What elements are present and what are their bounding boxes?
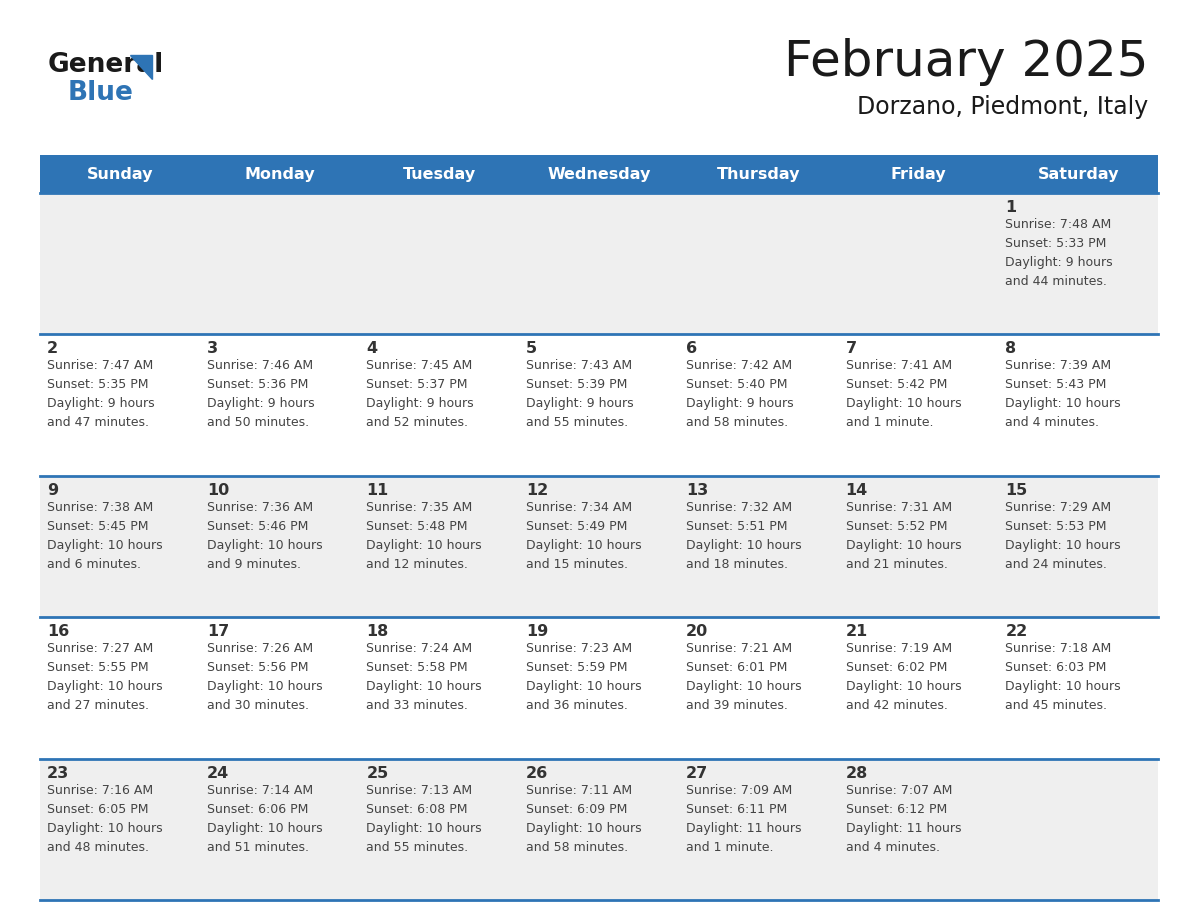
Text: Blue: Blue: [68, 80, 134, 106]
Text: Dorzano, Piedmont, Italy: Dorzano, Piedmont, Italy: [857, 95, 1148, 119]
Bar: [40, 193, 1158, 334]
Polygon shape: [129, 55, 152, 79]
Text: 14: 14: [846, 483, 867, 498]
Text: 15: 15: [1005, 483, 1028, 498]
Text: Sunrise: 7:14 AM
Sunset: 6:06 PM
Daylight: 10 hours
and 51 minutes.: Sunrise: 7:14 AM Sunset: 6:06 PM Dayligh…: [207, 784, 322, 854]
Text: 1: 1: [1005, 200, 1017, 215]
Text: 20: 20: [685, 624, 708, 639]
Text: 13: 13: [685, 483, 708, 498]
Text: 27: 27: [685, 766, 708, 780]
Text: 12: 12: [526, 483, 549, 498]
Text: 24: 24: [207, 766, 229, 780]
Text: February 2025: February 2025: [784, 38, 1148, 86]
Text: Sunrise: 7:41 AM
Sunset: 5:42 PM
Daylight: 10 hours
and 1 minute.: Sunrise: 7:41 AM Sunset: 5:42 PM Dayligh…: [846, 360, 961, 430]
Text: Sunrise: 7:26 AM
Sunset: 5:56 PM
Daylight: 10 hours
and 30 minutes.: Sunrise: 7:26 AM Sunset: 5:56 PM Dayligh…: [207, 643, 322, 712]
Text: Sunday: Sunday: [87, 166, 153, 182]
Text: 28: 28: [846, 766, 867, 780]
Text: General: General: [48, 52, 164, 78]
Text: Saturday: Saturday: [1037, 166, 1119, 182]
Text: 22: 22: [1005, 624, 1028, 639]
Text: Sunrise: 7:27 AM
Sunset: 5:55 PM
Daylight: 10 hours
and 27 minutes.: Sunrise: 7:27 AM Sunset: 5:55 PM Dayligh…: [48, 643, 163, 712]
Bar: [839, 155, 998, 193]
Text: Tuesday: Tuesday: [403, 166, 476, 182]
Text: 25: 25: [366, 766, 388, 780]
Text: 21: 21: [846, 624, 867, 639]
Text: Sunrise: 7:21 AM
Sunset: 6:01 PM
Daylight: 10 hours
and 39 minutes.: Sunrise: 7:21 AM Sunset: 6:01 PM Dayligh…: [685, 643, 802, 712]
Bar: [40, 476, 1158, 617]
Text: 5: 5: [526, 341, 537, 356]
Text: Sunrise: 7:11 AM
Sunset: 6:09 PM
Daylight: 10 hours
and 58 minutes.: Sunrise: 7:11 AM Sunset: 6:09 PM Dayligh…: [526, 784, 642, 854]
Text: Sunrise: 7:09 AM
Sunset: 6:11 PM
Daylight: 11 hours
and 1 minute.: Sunrise: 7:09 AM Sunset: 6:11 PM Dayligh…: [685, 784, 802, 854]
Text: Sunrise: 7:39 AM
Sunset: 5:43 PM
Daylight: 10 hours
and 4 minutes.: Sunrise: 7:39 AM Sunset: 5:43 PM Dayligh…: [1005, 360, 1121, 430]
Text: 26: 26: [526, 766, 549, 780]
Bar: [200, 155, 360, 193]
Bar: [678, 155, 839, 193]
Text: 9: 9: [48, 483, 58, 498]
Text: 6: 6: [685, 341, 697, 356]
Text: 11: 11: [366, 483, 388, 498]
Text: Friday: Friday: [891, 166, 946, 182]
Text: 4: 4: [366, 341, 378, 356]
Text: Sunrise: 7:48 AM
Sunset: 5:33 PM
Daylight: 9 hours
and 44 minutes.: Sunrise: 7:48 AM Sunset: 5:33 PM Dayligh…: [1005, 218, 1113, 288]
Text: 17: 17: [207, 624, 229, 639]
Text: 23: 23: [48, 766, 69, 780]
Text: Sunrise: 7:23 AM
Sunset: 5:59 PM
Daylight: 10 hours
and 36 minutes.: Sunrise: 7:23 AM Sunset: 5:59 PM Dayligh…: [526, 643, 642, 712]
Bar: [40, 758, 1158, 900]
Text: Sunrise: 7:46 AM
Sunset: 5:36 PM
Daylight: 9 hours
and 50 minutes.: Sunrise: 7:46 AM Sunset: 5:36 PM Dayligh…: [207, 360, 315, 430]
Bar: [40, 155, 200, 193]
Text: Sunrise: 7:42 AM
Sunset: 5:40 PM
Daylight: 9 hours
and 58 minutes.: Sunrise: 7:42 AM Sunset: 5:40 PM Dayligh…: [685, 360, 794, 430]
Text: Monday: Monday: [245, 166, 315, 182]
Text: 18: 18: [366, 624, 388, 639]
Text: Sunrise: 7:47 AM
Sunset: 5:35 PM
Daylight: 9 hours
and 47 minutes.: Sunrise: 7:47 AM Sunset: 5:35 PM Dayligh…: [48, 360, 154, 430]
Text: Sunrise: 7:13 AM
Sunset: 6:08 PM
Daylight: 10 hours
and 55 minutes.: Sunrise: 7:13 AM Sunset: 6:08 PM Dayligh…: [366, 784, 482, 854]
Text: Sunrise: 7:19 AM
Sunset: 6:02 PM
Daylight: 10 hours
and 42 minutes.: Sunrise: 7:19 AM Sunset: 6:02 PM Dayligh…: [846, 643, 961, 712]
Text: 19: 19: [526, 624, 549, 639]
Text: Sunrise: 7:29 AM
Sunset: 5:53 PM
Daylight: 10 hours
and 24 minutes.: Sunrise: 7:29 AM Sunset: 5:53 PM Dayligh…: [1005, 501, 1121, 571]
Bar: [519, 155, 678, 193]
Bar: [40, 334, 1158, 476]
Text: 16: 16: [48, 624, 69, 639]
Text: Wednesday: Wednesday: [548, 166, 651, 182]
Text: Sunrise: 7:35 AM
Sunset: 5:48 PM
Daylight: 10 hours
and 12 minutes.: Sunrise: 7:35 AM Sunset: 5:48 PM Dayligh…: [366, 501, 482, 571]
Text: Sunrise: 7:18 AM
Sunset: 6:03 PM
Daylight: 10 hours
and 45 minutes.: Sunrise: 7:18 AM Sunset: 6:03 PM Dayligh…: [1005, 643, 1121, 712]
Text: Sunrise: 7:32 AM
Sunset: 5:51 PM
Daylight: 10 hours
and 18 minutes.: Sunrise: 7:32 AM Sunset: 5:51 PM Dayligh…: [685, 501, 802, 571]
Text: Sunrise: 7:45 AM
Sunset: 5:37 PM
Daylight: 9 hours
and 52 minutes.: Sunrise: 7:45 AM Sunset: 5:37 PM Dayligh…: [366, 360, 474, 430]
Bar: [40, 617, 1158, 758]
Text: 7: 7: [846, 341, 857, 356]
Text: Sunrise: 7:31 AM
Sunset: 5:52 PM
Daylight: 10 hours
and 21 minutes.: Sunrise: 7:31 AM Sunset: 5:52 PM Dayligh…: [846, 501, 961, 571]
Text: 3: 3: [207, 341, 217, 356]
Text: Sunrise: 7:24 AM
Sunset: 5:58 PM
Daylight: 10 hours
and 33 minutes.: Sunrise: 7:24 AM Sunset: 5:58 PM Dayligh…: [366, 643, 482, 712]
Text: Sunrise: 7:07 AM
Sunset: 6:12 PM
Daylight: 11 hours
and 4 minutes.: Sunrise: 7:07 AM Sunset: 6:12 PM Dayligh…: [846, 784, 961, 854]
Bar: [360, 155, 519, 193]
Text: 8: 8: [1005, 341, 1017, 356]
Text: Sunrise: 7:36 AM
Sunset: 5:46 PM
Daylight: 10 hours
and 9 minutes.: Sunrise: 7:36 AM Sunset: 5:46 PM Dayligh…: [207, 501, 322, 571]
Text: 10: 10: [207, 483, 229, 498]
Text: Sunrise: 7:16 AM
Sunset: 6:05 PM
Daylight: 10 hours
and 48 minutes.: Sunrise: 7:16 AM Sunset: 6:05 PM Dayligh…: [48, 784, 163, 854]
Text: 2: 2: [48, 341, 58, 356]
Text: Sunrise: 7:43 AM
Sunset: 5:39 PM
Daylight: 9 hours
and 55 minutes.: Sunrise: 7:43 AM Sunset: 5:39 PM Dayligh…: [526, 360, 633, 430]
Text: Thursday: Thursday: [718, 166, 801, 182]
Text: Sunrise: 7:38 AM
Sunset: 5:45 PM
Daylight: 10 hours
and 6 minutes.: Sunrise: 7:38 AM Sunset: 5:45 PM Dayligh…: [48, 501, 163, 571]
Bar: [998, 155, 1158, 193]
Text: Sunrise: 7:34 AM
Sunset: 5:49 PM
Daylight: 10 hours
and 15 minutes.: Sunrise: 7:34 AM Sunset: 5:49 PM Dayligh…: [526, 501, 642, 571]
